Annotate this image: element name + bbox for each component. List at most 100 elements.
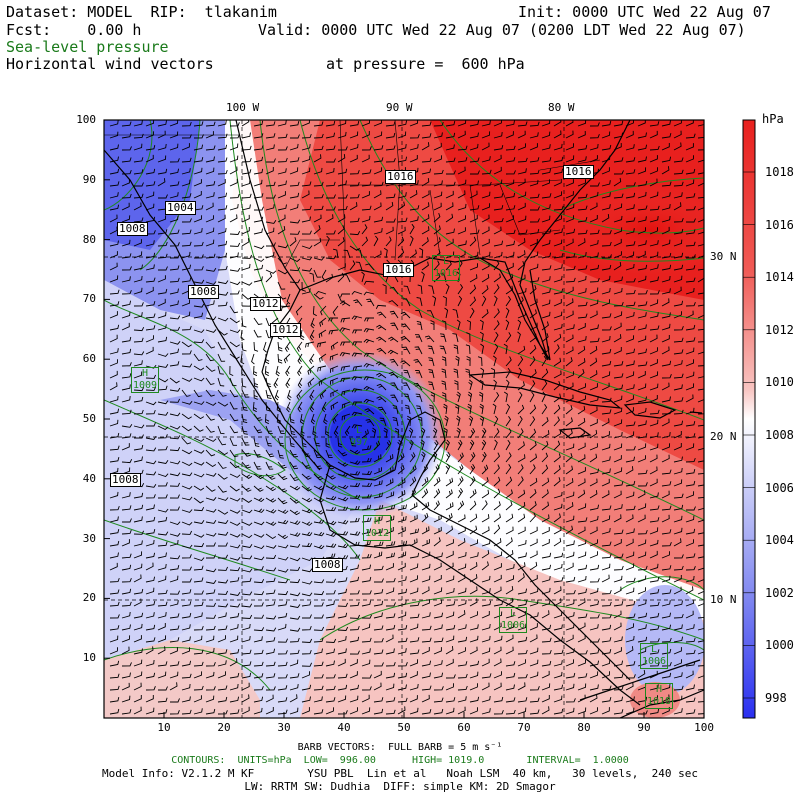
wind-barb bbox=[253, 389, 258, 400]
wind-barb bbox=[301, 568, 313, 573]
wind-barb bbox=[121, 121, 132, 127]
wind-barb bbox=[469, 307, 475, 319]
wind-barb bbox=[589, 229, 600, 235]
wind-barb bbox=[300, 413, 305, 425]
wind-barb bbox=[133, 671, 143, 679]
wind-barb bbox=[453, 344, 459, 355]
wind-barb bbox=[373, 181, 384, 187]
wind-barb bbox=[541, 204, 551, 211]
wind-barb bbox=[673, 286, 682, 295]
wind-barb bbox=[133, 492, 144, 499]
wind-barb bbox=[565, 540, 575, 547]
wind-barb bbox=[337, 180, 347, 187]
wind-barb bbox=[397, 478, 406, 487]
wind-barb bbox=[397, 706, 406, 715]
wind-barb bbox=[685, 337, 696, 343]
wind-barb bbox=[428, 381, 435, 391]
wind-barb bbox=[625, 395, 634, 403]
wind-barb bbox=[169, 671, 179, 679]
wind-barb bbox=[493, 226, 502, 235]
wind-barb bbox=[433, 464, 440, 475]
wind-barb bbox=[467, 403, 472, 415]
wind-barb bbox=[253, 707, 263, 715]
wind-barb bbox=[289, 257, 301, 263]
wind-barb bbox=[205, 267, 217, 272]
wind-barb bbox=[565, 478, 574, 487]
wind-barb bbox=[517, 600, 528, 607]
wind-barb bbox=[289, 543, 301, 548]
wind-barb bbox=[397, 248, 405, 259]
wind-barb bbox=[673, 326, 684, 331]
wind-barb bbox=[625, 431, 635, 439]
wind-barb bbox=[445, 525, 453, 535]
wind-barb bbox=[565, 405, 573, 415]
wind-barb bbox=[685, 697, 696, 703]
wind-barb bbox=[297, 401, 303, 413]
wind-barb bbox=[661, 275, 671, 283]
wind-barb bbox=[565, 238, 574, 247]
wind-barb bbox=[229, 329, 241, 334]
wind-barb bbox=[529, 599, 539, 607]
wind-barb bbox=[479, 403, 484, 415]
wind-barb bbox=[697, 159, 704, 163]
wind-barb bbox=[217, 157, 228, 163]
wind-barb bbox=[625, 311, 635, 319]
wind-barb bbox=[529, 501, 537, 511]
wind-barb bbox=[133, 326, 145, 332]
wind-barb bbox=[169, 494, 180, 499]
wind-barb bbox=[420, 427, 426, 439]
wind-barb bbox=[265, 497, 277, 503]
wind-barb bbox=[565, 551, 575, 559]
wind-barb bbox=[673, 360, 683, 367]
wind-barb bbox=[289, 473, 299, 482]
wind-barb bbox=[145, 409, 156, 415]
wind-barb bbox=[433, 121, 444, 127]
wind-barb bbox=[385, 193, 396, 199]
wind-barb bbox=[481, 514, 490, 523]
wind-barb bbox=[205, 671, 215, 679]
wind-barb bbox=[673, 624, 683, 631]
wind-barb bbox=[289, 707, 299, 715]
wind-barb bbox=[661, 589, 672, 595]
wind-barb bbox=[361, 694, 370, 703]
wind-barb bbox=[181, 168, 191, 175]
wind-barb bbox=[613, 514, 622, 523]
wind-barb bbox=[241, 473, 253, 479]
wind-barb bbox=[277, 685, 288, 691]
wind-barb bbox=[397, 490, 406, 499]
wind-barb bbox=[253, 179, 263, 187]
wind-barb bbox=[493, 682, 502, 691]
wind-barb bbox=[385, 440, 392, 451]
wind-barb bbox=[601, 624, 612, 631]
wind-barb bbox=[416, 320, 423, 331]
wind-barb bbox=[389, 358, 399, 367]
wind-barb bbox=[493, 331, 499, 343]
wind-barb bbox=[205, 145, 216, 151]
wind-barb bbox=[530, 206, 540, 211]
wind-barb bbox=[313, 637, 324, 643]
wind-barb bbox=[430, 391, 435, 403]
wind-barb bbox=[625, 446, 636, 451]
wind-barb bbox=[265, 329, 273, 339]
wind-barb bbox=[673, 538, 682, 547]
wind-barb bbox=[517, 623, 527, 631]
wind-barb bbox=[601, 371, 611, 379]
wind-barb bbox=[390, 382, 399, 391]
wind-barb bbox=[577, 650, 588, 655]
wind-barb bbox=[577, 417, 586, 427]
wind-barb bbox=[229, 709, 240, 715]
wind-barb bbox=[428, 357, 435, 367]
wind-barb bbox=[565, 394, 574, 403]
wind-barb bbox=[284, 341, 291, 352]
wind-barb bbox=[318, 377, 327, 386]
wind-barb bbox=[313, 473, 324, 481]
wind-barb bbox=[613, 227, 623, 235]
wind-barb bbox=[169, 532, 181, 537]
wind-barb bbox=[649, 662, 660, 667]
wind-barb bbox=[541, 587, 551, 595]
wind-barb bbox=[541, 120, 551, 127]
wind-barb bbox=[541, 660, 552, 667]
wind-barb bbox=[541, 380, 548, 391]
wind-barb bbox=[193, 312, 204, 319]
wind-barb bbox=[625, 204, 635, 211]
